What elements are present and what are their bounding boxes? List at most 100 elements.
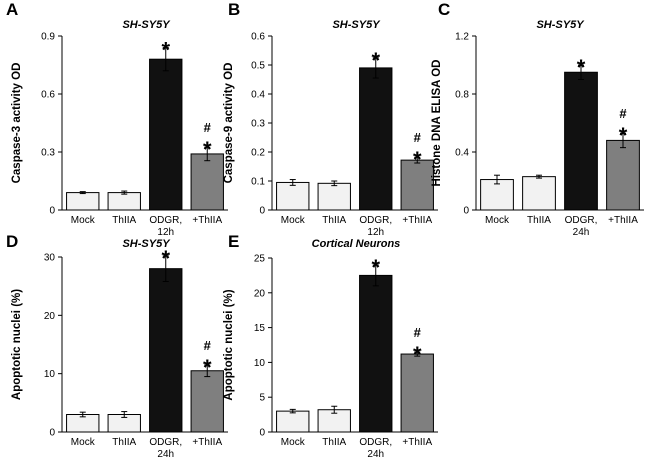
significance-star: * [619, 123, 628, 148]
y-tick-label: 0 [259, 206, 265, 217]
significance-hash: # [204, 120, 212, 135]
bar [359, 67, 393, 211]
category-label: Mock [281, 215, 306, 226]
category-label: Mock [71, 215, 96, 226]
y-tick-label: 0.3 [41, 148, 55, 159]
y-tick-label: 0.4 [455, 148, 469, 159]
bar [107, 192, 141, 211]
y-axis-label: Apoptotic nuclei (%) [223, 289, 235, 400]
y-tick-label: 1.2 [455, 32, 469, 43]
y-tick-label: 0.1 [251, 177, 265, 188]
panel-title: SH-SY5Y [332, 19, 381, 31]
bar [317, 182, 351, 211]
category-label: 12h [157, 227, 174, 238]
panel-title: SH-SY5Y [122, 19, 171, 31]
bar [276, 410, 310, 433]
bar [480, 179, 514, 211]
bar [190, 370, 224, 433]
significance-hash: # [414, 325, 422, 340]
category-label: Mock [485, 215, 510, 226]
category-label: 24h [573, 227, 590, 238]
significance-star: * [413, 342, 422, 367]
y-tick-label: 0.9 [41, 32, 55, 43]
category-label: ODGR, [359, 437, 392, 448]
y-tick-label: 0.2 [251, 148, 265, 159]
bar [564, 71, 598, 211]
panel-b: B SH-SY5Y 0 0.1 0.2 0.3 0.4 0.5 0.6 Caspase-9 act… [223, 0, 438, 238]
category-label: ODGR, [149, 437, 182, 448]
panel-title: Cortical Neurons [312, 238, 401, 250]
y-axis-label: Caspase-3 activity OD [11, 63, 23, 184]
significance-star: * [371, 255, 380, 280]
y-tick-label: 10 [254, 358, 266, 369]
y-axis-label: Apoptotic nuclei (%) [11, 289, 23, 400]
significance-star: * [413, 147, 422, 172]
y-tick-label: 0.8 [455, 90, 469, 101]
category-label: +ThIIA [192, 437, 222, 448]
panel-e: E Cortical Neurons 0 5 10 15 20 25 Apoptotic nuc… [223, 232, 438, 460]
panel-title: SH-SY5Y [536, 19, 585, 31]
y-tick-label: 0 [463, 206, 469, 217]
panel-c: C SH-SY5Y 0 0.4 0.8 1.2 Histone DNA ELISA OD Mo… [431, 0, 644, 238]
y-tick-label: 15 [254, 323, 266, 334]
y-tick-label: 0.5 [251, 61, 265, 72]
significance-star: * [577, 55, 586, 80]
y-tick-label: 0 [49, 206, 55, 217]
category-label: ODGR, [149, 215, 182, 226]
bar [359, 274, 393, 433]
bar [149, 268, 183, 433]
y-tick-label: 0.4 [251, 90, 265, 101]
panel-letter: E [228, 232, 239, 251]
bar [606, 139, 640, 211]
category-label: 24h [157, 449, 174, 460]
bar [190, 153, 224, 211]
category-label: +ThIIA [402, 215, 432, 226]
bar [66, 192, 100, 211]
y-tick-label: 0 [49, 428, 55, 439]
y-tick-label: 30 [44, 253, 56, 264]
category-label: Mock [71, 437, 96, 448]
category-label: +ThIIA [608, 215, 638, 226]
y-tick-label: 0.6 [41, 90, 55, 101]
panel-d: D SH-SY5Y 0 10 20 30 Apoptotic nuclei (%) Mock T… [6, 232, 228, 460]
y-tick-label: 20 [44, 311, 56, 322]
category-label: ThIIA [527, 215, 551, 226]
category-label: ODGR, [565, 215, 598, 226]
significance-star: * [203, 137, 212, 162]
panel-a: A SH-SY5Y 0 0.3 0.6 0.9 Caspase-3 activity OD M… [6, 0, 228, 238]
panel-letter: B [228, 0, 240, 19]
category-label: ThIIA [112, 437, 136, 448]
category-label: ThIIA [322, 215, 346, 226]
significance-hash: # [619, 106, 627, 121]
significance-star: * [371, 48, 380, 73]
bar [276, 181, 310, 211]
significance-hash: # [204, 338, 212, 353]
y-tick-label: 25 [254, 254, 266, 265]
y-tick-label: 0.3 [251, 119, 265, 130]
y-tick-label: 0 [259, 428, 265, 439]
significance-star: * [203, 355, 212, 380]
category-label: ThIIA [112, 215, 136, 226]
y-tick-label: 0.6 [251, 32, 265, 43]
category-label: Mock [281, 437, 306, 448]
category-label: +ThIIA [402, 437, 432, 448]
y-axis-label: Caspase-9 activity OD [223, 63, 235, 184]
category-label: 12h [367, 227, 384, 238]
significance-star: * [161, 246, 170, 271]
significance-hash: # [414, 130, 422, 145]
panel-title: SH-SY5Y [122, 238, 171, 250]
category-label: 24h [367, 449, 384, 460]
y-tick-label: 10 [44, 369, 56, 380]
y-tick-label: 20 [254, 288, 266, 299]
panel-letter: C [438, 0, 450, 19]
bar [522, 176, 556, 211]
category-label: ThIIA [322, 437, 346, 448]
significance-star: * [161, 38, 170, 63]
panel-letter: D [6, 232, 18, 251]
category-label: ODGR, [359, 215, 392, 226]
category-label: +ThIIA [192, 215, 222, 226]
panel-letter: A [6, 0, 18, 19]
y-axis-label: Histone DNA ELISA OD [431, 60, 443, 187]
bar [400, 159, 434, 211]
